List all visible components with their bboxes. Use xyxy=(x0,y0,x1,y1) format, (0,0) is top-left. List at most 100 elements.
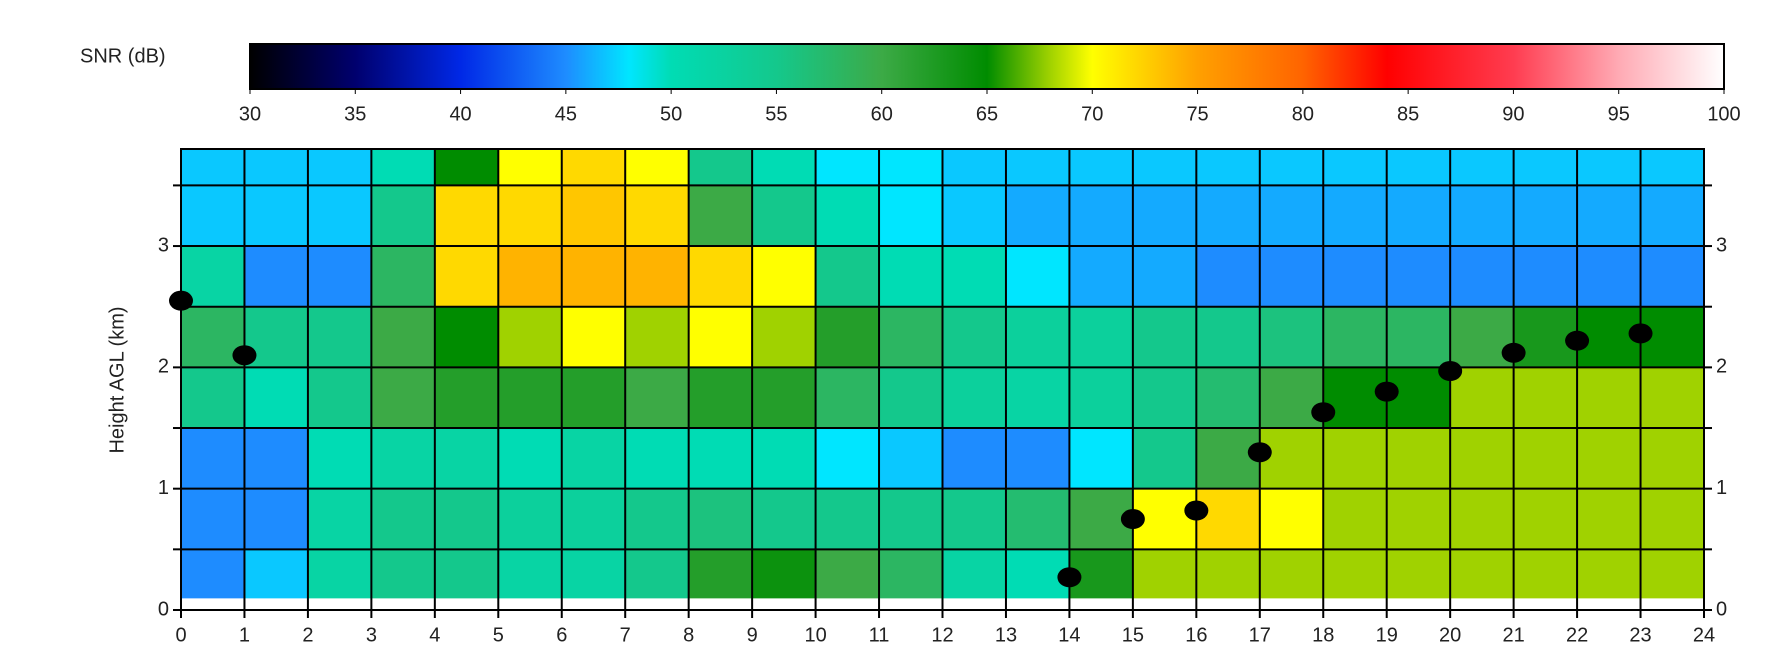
heatmap-cell xyxy=(1196,549,1260,598)
x-tick-label: 16 xyxy=(1185,624,1207,646)
heatmap-cell xyxy=(689,489,753,550)
heatmap-cell xyxy=(181,149,245,186)
heatmap-cell xyxy=(625,246,689,307)
heatmap-cell xyxy=(1577,367,1641,428)
heatmap-cell xyxy=(1577,185,1641,246)
colorbar-tick-label: 60 xyxy=(871,103,893,125)
heatmap-cell xyxy=(943,489,1007,550)
heatmap-cell xyxy=(435,428,499,489)
heatmap-cell xyxy=(1387,428,1451,489)
heatmap-cell xyxy=(308,428,372,489)
heatmap-cell xyxy=(752,367,816,428)
heatmap-cell xyxy=(371,489,435,550)
heatmap-cell xyxy=(181,185,245,246)
heatmap-cell xyxy=(879,185,943,246)
heatmap-cell xyxy=(1323,428,1387,489)
heatmap-cell xyxy=(689,185,753,246)
heatmap-cell xyxy=(1260,367,1324,428)
heatmap-cell xyxy=(625,489,689,550)
heatmap-cell xyxy=(1641,185,1705,246)
heatmap-cell xyxy=(943,246,1007,307)
heatmap-cell xyxy=(1133,367,1197,428)
heatmap-cell xyxy=(435,149,499,186)
heatmap-cell xyxy=(181,549,245,598)
heatmap-cell xyxy=(879,367,943,428)
chart: SNR (dB) Height AGL (km) 303540455055606… xyxy=(0,0,1790,658)
x-tick-label: 14 xyxy=(1058,624,1080,646)
colorbar-tick-label: 70 xyxy=(1081,103,1103,125)
heatmap-cell xyxy=(1323,149,1387,186)
heatmap-cell xyxy=(1641,367,1705,428)
point xyxy=(1311,402,1335,422)
heatmap-cell xyxy=(816,185,880,246)
heatmap-cell xyxy=(562,549,626,598)
heatmap-cell xyxy=(1387,549,1451,598)
x-tick-label: 3 xyxy=(366,624,377,646)
heatmap-cell xyxy=(1641,246,1705,307)
heatmap-cell xyxy=(1450,428,1514,489)
heatmap-cell xyxy=(498,307,562,368)
heatmap-cell xyxy=(1196,185,1260,246)
heatmap-cell xyxy=(1133,185,1197,246)
heatmap-cell xyxy=(1196,307,1260,368)
heatmap-cell xyxy=(689,428,753,489)
heatmap-cell xyxy=(308,307,372,368)
heatmap-cell xyxy=(562,185,626,246)
heatmap-cell xyxy=(308,367,372,428)
heatmap-cell xyxy=(498,489,562,550)
heatmap-cell xyxy=(562,149,626,186)
colorbar xyxy=(250,44,1724,89)
heatmap-cell xyxy=(752,428,816,489)
heatmap-cell xyxy=(1387,185,1451,246)
heatmap-cell xyxy=(1006,246,1070,307)
heatmap-cell xyxy=(1260,307,1324,368)
heatmap-cell xyxy=(1133,246,1197,307)
heatmap-cell xyxy=(181,489,245,550)
heatmap-cell xyxy=(498,367,562,428)
heatmap-cell xyxy=(308,489,372,550)
heatmap-cell xyxy=(1387,307,1451,368)
heatmap-cell xyxy=(1514,185,1578,246)
heatmap-cell xyxy=(879,307,943,368)
x-tick-label: 17 xyxy=(1249,624,1271,646)
heatmap-cell xyxy=(1196,149,1260,186)
heatmap-cell xyxy=(435,307,499,368)
heatmap-cell xyxy=(1641,149,1705,186)
heatmap-cell xyxy=(498,149,562,186)
heatmap-cell xyxy=(308,149,372,186)
y-tick-label: 3 xyxy=(158,234,169,256)
heatmap-cell xyxy=(1260,549,1324,598)
colorbar-tick-label: 80 xyxy=(1292,103,1314,125)
y-tick-label: 0 xyxy=(158,598,169,620)
heatmap-cell xyxy=(1196,246,1260,307)
heatmap-cell xyxy=(181,428,245,489)
heatmap-cell xyxy=(1069,246,1133,307)
colorbar-tick-label: 100 xyxy=(1707,103,1740,125)
colorbar-tick-label: 65 xyxy=(976,103,998,125)
heatmap-cell xyxy=(1387,246,1451,307)
heatmap-cell xyxy=(816,367,880,428)
heatmap-cell xyxy=(625,428,689,489)
y2-tick-label: 1 xyxy=(1716,477,1727,499)
heatmap-cell xyxy=(435,367,499,428)
heatmap-cell xyxy=(879,489,943,550)
heatmap-cell xyxy=(752,185,816,246)
heatmap-cell xyxy=(943,549,1007,598)
heatmap-cell xyxy=(1260,428,1324,489)
y-tick-label: 2 xyxy=(158,356,169,378)
heatmap-cell xyxy=(1133,149,1197,186)
heatmap-cell xyxy=(498,549,562,598)
heatmap-cell xyxy=(244,489,308,550)
x-tick-label: 8 xyxy=(683,624,694,646)
heatmap-cell xyxy=(1641,549,1705,598)
heatmap-cell xyxy=(562,489,626,550)
heatmap-cell xyxy=(752,307,816,368)
x-tick-label: 20 xyxy=(1439,624,1461,646)
heatmap-cell xyxy=(562,246,626,307)
heatmap-cell xyxy=(1006,149,1070,186)
point xyxy=(1438,361,1462,381)
x-tick-label: 5 xyxy=(493,624,504,646)
heatmap-cell xyxy=(1133,307,1197,368)
heatmap-cell xyxy=(1069,367,1133,428)
heatmap-cell xyxy=(371,428,435,489)
